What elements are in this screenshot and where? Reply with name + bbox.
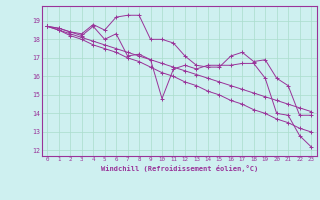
- X-axis label: Windchill (Refroidissement éolien,°C): Windchill (Refroidissement éolien,°C): [100, 165, 258, 172]
